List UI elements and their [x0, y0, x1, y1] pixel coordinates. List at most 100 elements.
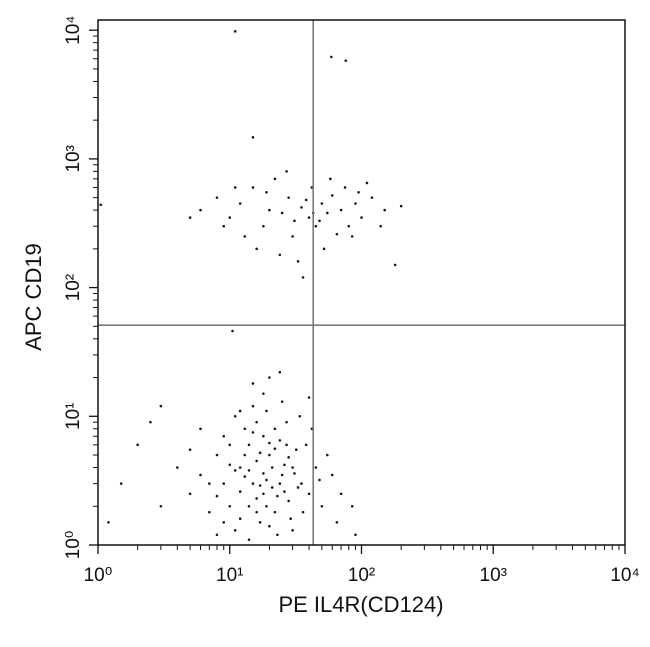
event-dot — [287, 456, 290, 459]
event-dot — [285, 420, 288, 424]
event-dot — [243, 475, 247, 478]
event-dot — [251, 382, 255, 385]
event-dot — [247, 504, 251, 508]
y-tick-label: 10¹ — [63, 403, 84, 430]
event-dot — [262, 492, 265, 496]
event-dot — [262, 434, 265, 438]
event-dot — [339, 492, 343, 496]
event-dot — [251, 482, 255, 485]
event-dot — [233, 469, 237, 472]
event-dot — [262, 392, 265, 395]
event-dot — [393, 263, 397, 267]
event-dot — [350, 235, 354, 238]
event-dot — [255, 497, 258, 500]
event-dot — [273, 510, 277, 514]
event-dot — [222, 434, 226, 438]
event-dot — [383, 208, 387, 212]
event-dot — [268, 376, 271, 379]
event-dot — [251, 431, 255, 434]
event-dot — [293, 219, 296, 223]
event-dot — [99, 203, 103, 207]
event-dot — [287, 196, 290, 199]
event-dot — [119, 482, 123, 485]
plot-frame — [97, 19, 626, 546]
event-dot — [330, 194, 334, 197]
event-dot — [228, 443, 232, 447]
event-dot — [188, 216, 192, 219]
event-dot — [215, 533, 219, 537]
y-tick-label: 10⁴ — [63, 16, 84, 45]
event-dot — [228, 216, 232, 219]
event-dot — [159, 404, 163, 408]
event-dot — [247, 469, 251, 472]
event-dot — [295, 448, 298, 452]
event-dot — [251, 186, 255, 189]
event-dot — [208, 482, 211, 485]
event-dot — [296, 260, 300, 263]
event-dot — [291, 466, 294, 469]
event-dot — [278, 482, 282, 485]
event-dot — [270, 466, 274, 469]
y-axis-label: APC CD19 — [21, 243, 46, 351]
event-dot — [251, 404, 255, 408]
event-dot — [243, 453, 247, 457]
event-dot — [243, 235, 247, 238]
event-dot — [233, 30, 237, 33]
event-dot — [307, 396, 311, 399]
event-dot — [300, 206, 303, 209]
event-dot — [238, 202, 242, 205]
x-axis-label: PE IL4R(CD124) — [278, 592, 443, 617]
y-tick-label: 10³ — [63, 145, 84, 172]
event-dot — [314, 224, 318, 228]
event-dot — [255, 420, 258, 424]
event-dot — [347, 224, 351, 228]
event-dot — [258, 521, 262, 524]
event-dot — [344, 59, 348, 62]
event-dot — [298, 414, 302, 418]
event-dot — [379, 224, 383, 228]
event-dot — [268, 208, 271, 212]
event-dot — [287, 499, 290, 503]
event-dot — [289, 517, 292, 521]
event-dot — [265, 478, 268, 482]
event-dot — [188, 448, 192, 452]
y-tick-label: 10⁰ — [63, 531, 84, 560]
event-dot — [278, 439, 282, 442]
x-tick-label: 10² — [348, 565, 375, 586]
event-dot — [280, 400, 284, 403]
event-dot — [318, 219, 321, 223]
event-dot — [335, 232, 339, 236]
event-dot — [255, 510, 258, 514]
event-dot — [301, 510, 305, 514]
event-dot — [265, 504, 268, 508]
event-dot — [304, 443, 308, 447]
event-dot — [243, 427, 247, 431]
x-tick-label: 10⁴ — [610, 565, 639, 586]
x-tick-label: 10³ — [480, 565, 507, 586]
event-dot — [291, 529, 294, 532]
event-dot — [233, 414, 237, 418]
event-dot — [278, 370, 282, 374]
event-dot — [329, 177, 332, 181]
event-dot — [231, 329, 234, 333]
event-dot — [322, 247, 326, 251]
event-dot — [276, 533, 279, 537]
event-dot — [357, 191, 360, 194]
event-dot — [268, 441, 271, 445]
event-dot — [280, 473, 284, 477]
event-dot — [318, 478, 321, 482]
event-dot — [176, 466, 179, 469]
event-dot — [343, 186, 347, 189]
event-dot — [278, 253, 282, 257]
event-dot — [280, 211, 284, 215]
event-dot — [304, 198, 308, 202]
event-dot — [314, 466, 318, 469]
event-dot — [199, 427, 202, 431]
event-dot — [222, 224, 226, 228]
event-dot — [301, 276, 305, 279]
event-dot — [208, 510, 211, 514]
event-dot — [136, 443, 139, 447]
event-dot — [258, 484, 262, 487]
event-dot — [268, 524, 271, 528]
